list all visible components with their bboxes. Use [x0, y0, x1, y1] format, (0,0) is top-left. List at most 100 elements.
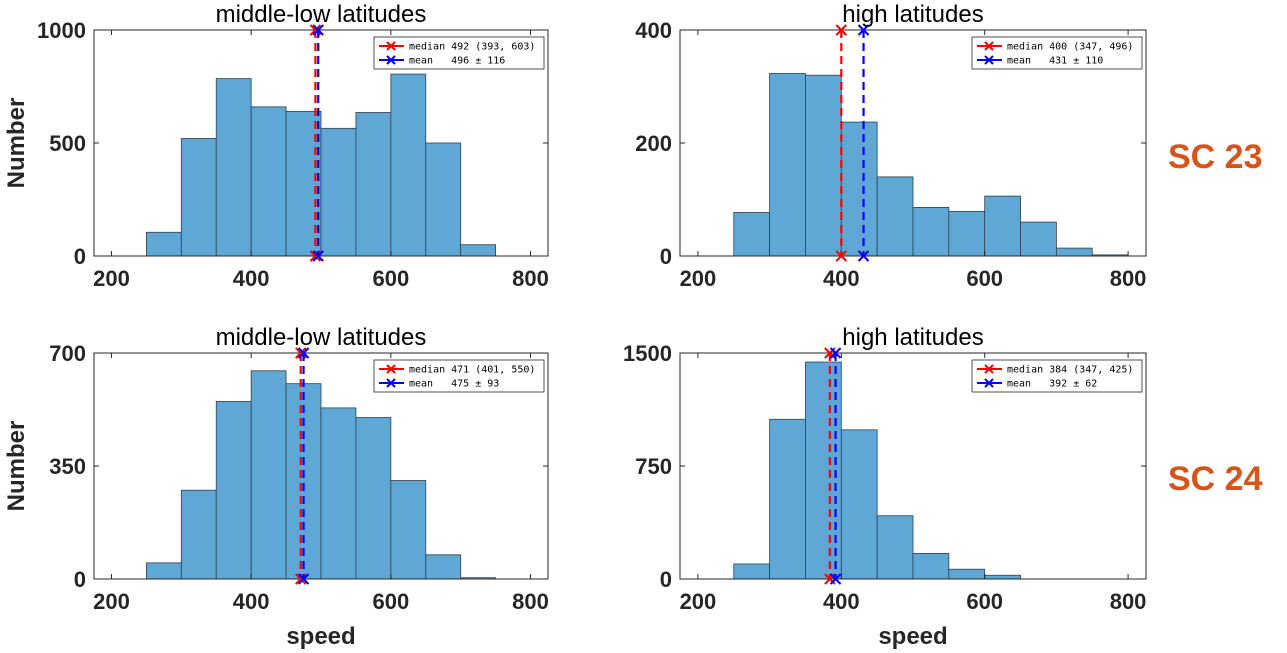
median-marker-top-stroke-b — [309, 24, 322, 36]
legend-median-marker — [984, 364, 994, 374]
histogram-bar — [733, 212, 771, 257]
histogram-bar — [425, 142, 462, 257]
legend-median-label: median 384 (347, 425) — [1007, 365, 1133, 376]
histogram-bar — [984, 574, 1021, 580]
histogram-bar — [180, 489, 217, 580]
legend-mean-label: mean 392 ± 62 — [1007, 379, 1097, 390]
legend-mean-label: mean 496 ± 116 — [409, 56, 505, 67]
histogram-bar — [840, 121, 878, 257]
legend-box — [971, 359, 1143, 393]
legend: median 384 (347, 425) mean 392 ± 62 — [971, 359, 1143, 393]
mean-marker-bottom — [297, 573, 310, 585]
histogram-bar — [1055, 247, 1093, 257]
legend: median 471 (401, 550) mean 475 ± 93 — [373, 359, 545, 393]
histogram-bar — [355, 112, 392, 257]
legend-median-marker-stroke-b — [386, 364, 396, 374]
x-tick-label: 400 — [233, 589, 270, 614]
x-tick-label: 400 — [823, 589, 860, 614]
histogram-bar — [1020, 221, 1057, 257]
mean-marker-top-stroke-b — [297, 347, 310, 359]
y-tick-label: 0 — [74, 567, 86, 592]
row-label-sc23: SC 23 — [1168, 138, 1263, 176]
histogram-bar — [876, 176, 914, 257]
median-marker-top-stroke-b — [835, 24, 848, 36]
legend: median 492 (393, 603) mean 496 ± 116 — [373, 36, 545, 70]
histogram-bar — [984, 195, 1021, 257]
y-axis-label: Number — [3, 421, 30, 512]
x-tick-label: 600 — [966, 589, 1003, 614]
x-tick-label: 200 — [680, 589, 717, 614]
legend-median-marker — [984, 41, 994, 51]
histogram-bar — [355, 417, 392, 580]
panel-4: 200 400 600 800 0 750 1500 median 384 (347, 425… — [623, 324, 1147, 650]
y-tick-label: 350 — [49, 454, 86, 479]
histogram-bar — [948, 210, 986, 257]
legend-box — [971, 36, 1143, 70]
legend-median-label: median 400 (347, 496) — [1007, 42, 1133, 53]
legend-median-label: median 471 (401, 550) — [409, 365, 535, 376]
mean-marker-bottom — [312, 250, 324, 262]
legend-mean-marker-stroke-b — [386, 378, 396, 388]
histogram-bar — [320, 407, 357, 580]
mean-marker-bottom-stroke-b — [829, 573, 842, 585]
histogram-bar — [912, 207, 950, 257]
legend-median-marker-stroke-b — [984, 41, 994, 51]
y-tick-label: 0 — [660, 567, 672, 592]
y-tick-label: 0 — [660, 244, 672, 269]
x-tick-label: 200 — [680, 266, 717, 291]
y-tick-label: 500 — [49, 131, 86, 156]
median-marker-top-stroke-b — [295, 347, 307, 359]
mean-marker-top — [312, 24, 324, 36]
x-tick-label: 600 — [372, 589, 409, 614]
mean-marker-top-stroke-b — [312, 24, 324, 36]
mean-marker-bottom — [857, 250, 870, 262]
histogram-bar — [390, 480, 427, 580]
panel-3: 200 400 600 800 0 350 700 median 471 (401, 550)… — [3, 324, 549, 650]
legend-mean-marker-stroke-b — [984, 55, 994, 65]
histogram-bar — [840, 429, 878, 580]
legend-mean-label: mean 475 ± 93 — [409, 379, 499, 390]
median-marker-bottom — [835, 250, 848, 262]
legend-mean-marker — [984, 55, 994, 65]
mean-marker-top — [857, 24, 870, 36]
histogram-bar — [320, 127, 357, 257]
legend: median 400 (347, 496) mean 431 ± 110 — [971, 36, 1143, 70]
histogram-bar — [250, 370, 287, 580]
x-axis-label: speed — [286, 623, 355, 650]
histogram-bar — [769, 418, 806, 580]
mean-marker-bottom-stroke-b — [297, 573, 310, 585]
y-tick-label: 1500 — [623, 341, 672, 366]
x-tick-label: 800 — [512, 589, 549, 614]
x-tick-label: 200 — [93, 589, 130, 614]
x-axis-label: speed — [878, 623, 947, 650]
histogram-bar — [215, 78, 252, 257]
histogram-bar — [180, 138, 217, 257]
y-tick-label: 750 — [635, 454, 672, 479]
y-tick-label: 1000 — [37, 18, 86, 43]
histogram-bar — [425, 554, 462, 580]
x-tick-label: 800 — [512, 266, 549, 291]
x-tick-label: 600 — [372, 266, 409, 291]
histogram-bar — [390, 73, 427, 257]
mean-marker-bottom — [829, 573, 842, 585]
legend-mean-marker — [386, 378, 396, 388]
mean-marker-top-stroke-b — [829, 347, 842, 359]
legend-mean-marker-stroke-b — [386, 55, 396, 65]
y-tick-label: 400 — [635, 18, 672, 43]
panel-title: high latitudes — [842, 1, 983, 28]
y-tick-label: 0 — [74, 244, 86, 269]
histogram-bar — [948, 568, 986, 580]
panel-title: high latitudes — [842, 324, 983, 351]
histogram-bar — [145, 562, 182, 580]
legend-mean-marker-stroke-b — [984, 378, 994, 388]
legend-mean-marker — [984, 378, 994, 388]
panel-1: 200 400 600 800 0 500 1000 median 492 (393, 603… — [3, 1, 549, 291]
legend-mean-marker — [386, 55, 396, 65]
y-axis-label: Number — [3, 98, 30, 189]
histogram-bar — [250, 106, 287, 257]
mean-marker-top — [829, 347, 842, 359]
panel-2: 200 400 600 800 0 200 400 median 400 (347, 496)… — [635, 1, 1147, 291]
histogram-bar — [733, 563, 771, 580]
x-tick-label: 800 — [1110, 266, 1147, 291]
